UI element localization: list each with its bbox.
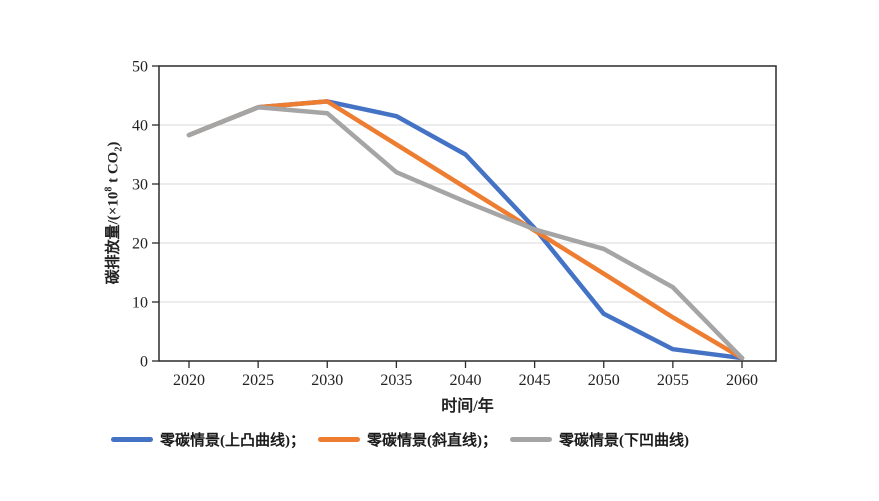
- y-axis-title-superscript: 8: [103, 186, 115, 192]
- legend-label: 零碳情景(上凸曲线)；: [160, 433, 305, 449]
- x-tick-label: 2035: [380, 372, 412, 389]
- plot-border: [158, 65, 777, 362]
- y-axis-title-text: 碳排放量/(×10: [105, 191, 122, 285]
- x-tick-label: 2050: [588, 372, 620, 389]
- series-line-3: [186, 105, 745, 361]
- legend-line-swatch: [510, 437, 552, 442]
- x-tick-label: 2020: [173, 372, 205, 389]
- legend-label: 零碳情景(下凹曲线): [559, 433, 689, 449]
- y-axis-title-text: t CO: [105, 151, 122, 187]
- y-tick-label: 10: [132, 295, 148, 312]
- y-tick-label: 50: [132, 59, 148, 76]
- y-axis-title: 碳排放量/(×108 t CO2): [102, 142, 125, 285]
- x-tick-label: 2040: [450, 372, 482, 389]
- x-tick-label: 2030: [311, 372, 343, 389]
- x-tick-label: 2060: [726, 372, 758, 389]
- y-tick-label: 40: [132, 118, 148, 135]
- legend-item: 零碳情景(下凹曲线): [510, 429, 689, 450]
- y-axis-title-text: ): [105, 141, 122, 147]
- y-axis-title-subscript: 2: [113, 146, 125, 152]
- legend-item: 零碳情景(斜直线)；: [318, 429, 497, 450]
- legend-line-swatch: [318, 437, 360, 442]
- chart-legend: 零碳情景(上凸曲线)； 零碳情景(斜直线)； 零碳情景(下凹曲线): [0, 429, 800, 450]
- legend-label: 零碳情景(斜直线)；: [367, 433, 497, 449]
- y-tick-label: 20: [132, 236, 148, 253]
- y-tick-label: 0: [140, 354, 148, 371]
- series-line-1: [186, 99, 745, 361]
- x-tick-label: 2025: [242, 372, 274, 389]
- legend-line-swatch: [111, 437, 153, 442]
- x-axis-title: 时间/年: [441, 398, 494, 415]
- legend-item: 零碳情景(上凸曲线)；: [111, 429, 305, 450]
- y-tick-label: 30: [132, 177, 148, 194]
- x-tick-label: 2055: [657, 372, 689, 389]
- series-line-2: [186, 99, 745, 361]
- x-tick-label: 2045: [519, 372, 551, 389]
